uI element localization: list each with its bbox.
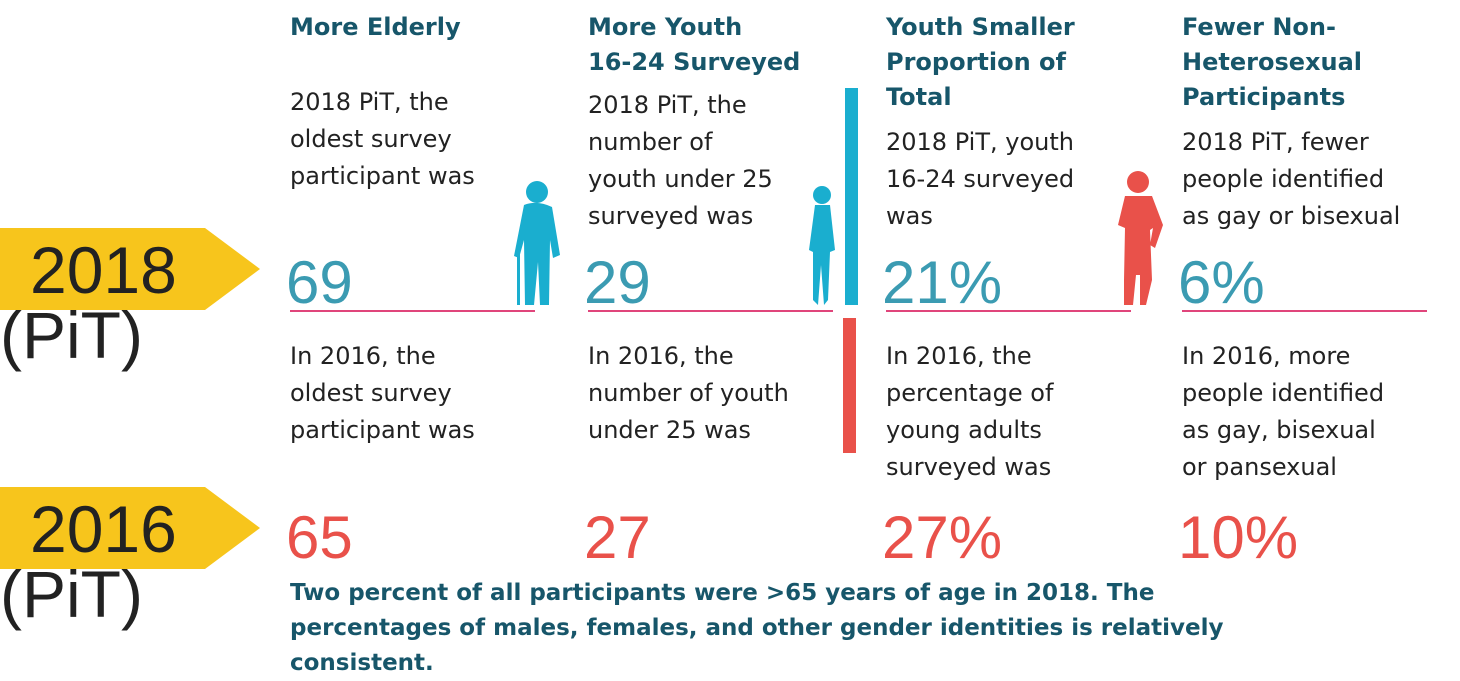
description-2018: 16-24 surveyed xyxy=(886,165,1074,193)
description-2018: participant was xyxy=(290,162,475,190)
value-2016: 65 xyxy=(286,504,353,571)
column-heading: Proportion of xyxy=(886,48,1067,76)
description-2018: was xyxy=(886,202,933,230)
description-2018: number of xyxy=(588,128,713,156)
description-2016: participant was xyxy=(290,416,475,444)
column-heading: Heterosexual xyxy=(1182,48,1362,76)
description-2018: people identified xyxy=(1182,165,1384,193)
column-heading: More Youth xyxy=(588,13,742,41)
footnote: consistent. xyxy=(290,650,434,676)
column-heading: 16-24 Surveyed xyxy=(588,48,800,76)
description-2018: youth under 25 xyxy=(588,165,773,193)
column-heading: Total xyxy=(886,83,952,111)
column-heading: Youth Smaller xyxy=(885,13,1075,41)
year-label: (PiT) xyxy=(0,298,143,372)
description-2016: under 25 was xyxy=(588,416,751,444)
youth-icon xyxy=(809,186,835,305)
description-2016: number of youth xyxy=(588,379,789,407)
description-2018: 2018 PiT, fewer xyxy=(1182,128,1369,156)
infographic: 2018(PiT)2016(PiT)More Elderly2018 PiT, … xyxy=(0,0,1460,681)
description-2016: surveyed was xyxy=(886,453,1051,481)
column-heading: More Elderly xyxy=(290,13,461,41)
description-2016: young adults xyxy=(886,416,1042,444)
elderly-icon xyxy=(514,181,560,305)
divider-bar xyxy=(845,88,858,305)
year: 2018 xyxy=(30,233,177,307)
description-2018: as gay or bisexual xyxy=(1182,202,1400,230)
description-2016: In 2016, the xyxy=(290,342,436,370)
man-icon xyxy=(1118,171,1163,305)
year-label: (PiT) xyxy=(0,557,143,631)
divider-bar xyxy=(843,318,856,453)
description-2018: 2018 PiT, the xyxy=(290,88,449,116)
value-2018: 6% xyxy=(1178,249,1265,316)
value-2018: 69 xyxy=(286,249,353,316)
year: 2016 xyxy=(30,492,177,566)
description-2016: or pansexual xyxy=(1182,453,1337,481)
value-2018: 29 xyxy=(584,249,651,316)
value-2016: 10% xyxy=(1178,504,1298,571)
description-2018: 2018 PiT, the xyxy=(588,91,747,119)
description-2016: oldest survey xyxy=(290,379,452,407)
description-2016: people identified xyxy=(1182,379,1384,407)
column-heading: Fewer Non- xyxy=(1182,13,1336,41)
description-2016: as gay, bisexual xyxy=(1182,416,1376,444)
footnote: percentages of males, females, and other… xyxy=(290,615,1224,641)
column-heading: Participants xyxy=(1182,83,1345,111)
description-2016: In 2016, the xyxy=(588,342,734,370)
description-2016: In 2016, more xyxy=(1182,342,1350,370)
value-2016: 27% xyxy=(882,504,1002,571)
description-2016: In 2016, the xyxy=(886,342,1032,370)
footnote: Two percent of all participants were >65… xyxy=(290,580,1154,606)
value-2016: 27 xyxy=(584,504,651,571)
description-2018: 2018 PiT, youth xyxy=(886,128,1074,156)
value-2018: 21% xyxy=(882,249,1002,316)
description-2018: surveyed was xyxy=(588,202,753,230)
description-2018: oldest survey xyxy=(290,125,452,153)
description-2016: percentage of xyxy=(886,379,1054,407)
